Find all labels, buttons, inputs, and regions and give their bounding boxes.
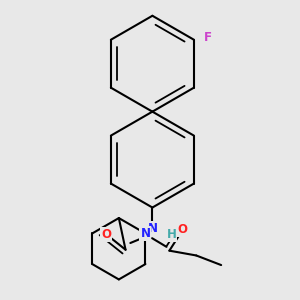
Text: N: N [147, 222, 158, 235]
Text: N: N [140, 227, 150, 240]
Text: H: H [167, 228, 176, 241]
Text: F: F [204, 31, 212, 44]
Text: O: O [178, 223, 188, 236]
Text: O: O [101, 228, 111, 241]
